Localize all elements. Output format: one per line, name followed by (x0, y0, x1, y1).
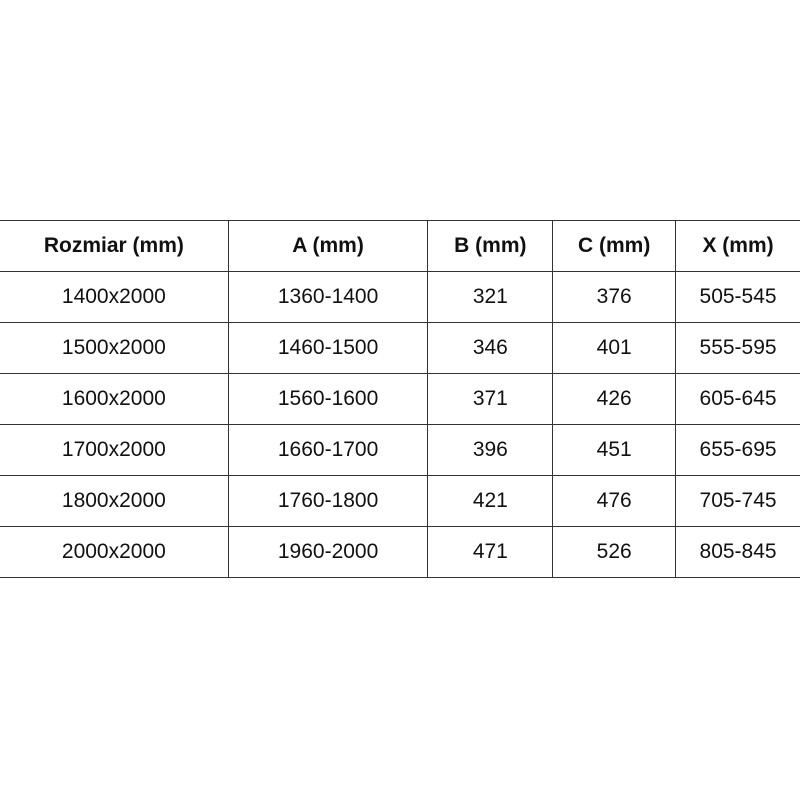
cell-x: 805-845 (675, 526, 800, 578)
cell-a: 1760-1800 (227, 475, 429, 527)
header-a: A (mm) (227, 220, 429, 272)
cell-a: 1660-1700 (227, 424, 429, 476)
cell-b: 471 (427, 526, 554, 578)
cell-a: 1560-1600 (227, 373, 429, 425)
table-row: 1600x2000 1560-1600 371 426 605-645 (0, 373, 800, 425)
table-row: 1800x2000 1760-1800 421 476 705-745 (0, 475, 800, 527)
cell-size: 1600x2000 (0, 373, 229, 425)
cell-a: 1460-1500 (227, 322, 429, 374)
cell-x: 705-745 (675, 475, 800, 527)
table-row: 1500x2000 1460-1500 346 401 555-595 (0, 322, 800, 374)
cell-a: 1360-1400 (227, 271, 429, 323)
cell-b: 421 (427, 475, 554, 527)
header-size: Rozmiar (mm) (0, 220, 229, 272)
table-row: 1700x2000 1660-1700 396 451 655-695 (0, 424, 800, 476)
cell-b: 321 (427, 271, 554, 323)
header-c: C (mm) (552, 220, 677, 272)
table-row: 2000x2000 1960-2000 471 526 805-845 (0, 526, 800, 578)
cell-size: 1700x2000 (0, 424, 229, 476)
cell-b: 371 (427, 373, 554, 425)
dimensions-table: Rozmiar (mm) A (mm) B (mm) C (mm) X (mm)… (0, 220, 800, 578)
cell-size: 1800x2000 (0, 475, 229, 527)
cell-a: 1960-2000 (227, 526, 429, 578)
cell-size: 2000x2000 (0, 526, 229, 578)
cell-c: 451 (552, 424, 677, 476)
header-row: Rozmiar (mm) A (mm) B (mm) C (mm) X (mm) (0, 220, 800, 272)
cell-c: 376 (552, 271, 677, 323)
table-row: 1400x2000 1360-1400 321 376 505-545 (0, 271, 800, 323)
header-x: X (mm) (675, 220, 800, 272)
cell-b: 346 (427, 322, 554, 374)
header-b: B (mm) (427, 220, 554, 272)
cell-x: 505-545 (675, 271, 800, 323)
cell-size: 1400x2000 (0, 271, 229, 323)
cell-x: 655-695 (675, 424, 800, 476)
cell-c: 526 (552, 526, 677, 578)
cell-c: 476 (552, 475, 677, 527)
cell-b: 396 (427, 424, 554, 476)
cell-c: 401 (552, 322, 677, 374)
cell-x: 555-595 (675, 322, 800, 374)
cell-c: 426 (552, 373, 677, 425)
cell-size: 1500x2000 (0, 322, 229, 374)
cell-x: 605-645 (675, 373, 800, 425)
